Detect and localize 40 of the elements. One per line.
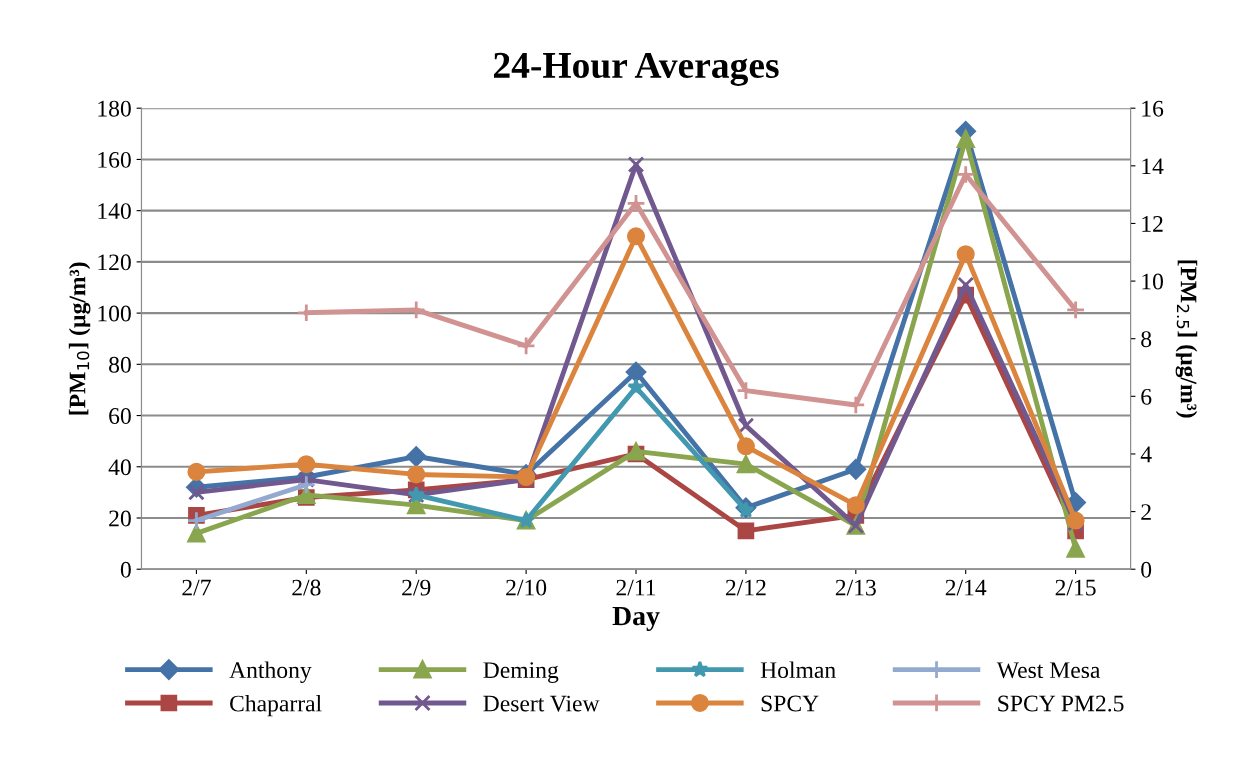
y-tick-label: 20 [109, 510, 131, 527]
y-tick-label: 80 [109, 356, 131, 373]
legend-label: SPCY PM2.5 [998, 695, 1124, 712]
legend-label: Desert View [483, 695, 600, 712]
y-tick-label: 40 [108, 459, 131, 476]
y2-tick-label: 16 [1142, 100, 1164, 117]
legend-label: Chaparral [230, 694, 322, 717]
y2-tick-label: 0 [1141, 561, 1152, 578]
x-tick-label: 2/11 [616, 579, 656, 596]
x-axis-title: Day [612, 606, 660, 632]
x-tick-label: 2/13 [835, 579, 876, 596]
y2-tick-label: 8 [1141, 331, 1152, 348]
y-tick-label: 100 [98, 305, 131, 322]
x-tick-label: 2/15 [1055, 579, 1096, 596]
y-tick-label: 0 [120, 561, 131, 578]
legend-label: Anthony [229, 661, 312, 683]
y-axis-title: [PM$_{10}$] (µg/m³) [68, 262, 91, 415]
y2-tick-label: 4 [1140, 446, 1152, 463]
y2-tick-label: 2 [1141, 504, 1151, 520]
legend-label: SPCY [761, 695, 819, 712]
y2-axis-title: [PM$_{2.5}$] (µg/m³) [1175, 260, 1198, 418]
x-tick-label: 2/9 [402, 579, 431, 596]
y-tick-label: 180 [98, 100, 131, 117]
y2-tick-label: 6 [1141, 388, 1152, 405]
legend-label: Holman [760, 661, 836, 679]
x-tick-label: 2/10 [506, 579, 547, 596]
x-tick-label: 2/12 [725, 579, 766, 596]
y-tick-label: 60 [109, 408, 131, 424]
legend-label: Deming [483, 662, 559, 683]
y-tick-label: 160 [98, 151, 131, 168]
y-tick-label: 140 [98, 203, 131, 220]
legend-label: West Mesa [996, 662, 1101, 679]
x-tick-label: 2/14 [945, 579, 987, 596]
y-tick-label: 120 [98, 254, 131, 271]
y2-tick-label: 14 [1142, 158, 1164, 175]
y2-tick-label: 10 [1142, 273, 1163, 290]
x-tick-label: 2/8 [292, 579, 321, 596]
x-tick-label: 2/7 [182, 579, 211, 596]
y2-tick-label: 12 [1142, 216, 1163, 232]
chart-title: 24-Hour Averages [494, 52, 779, 86]
